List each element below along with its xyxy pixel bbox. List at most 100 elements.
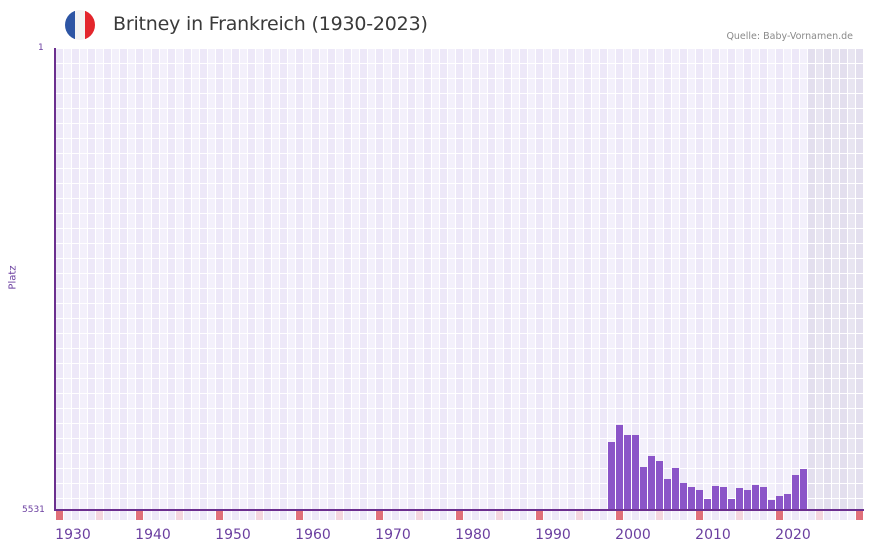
- grid-cell: [608, 349, 615, 363]
- grid-cell: [776, 79, 783, 93]
- grid-cell: [368, 439, 375, 453]
- grid-cell: [408, 439, 415, 453]
- bar-2019[interactable]: [768, 500, 775, 510]
- grid-cell: [272, 109, 279, 123]
- bar-2012[interactable]: [712, 486, 719, 510]
- source-link[interactable]: Quelle: Baby-Vornamen.de: [726, 31, 853, 42]
- bar-1999[interactable]: [608, 441, 615, 510]
- bar-2021[interactable]: [784, 494, 791, 510]
- grid-cell: [200, 454, 207, 468]
- bar-2016[interactable]: [744, 490, 751, 510]
- grid-cell: [152, 439, 159, 453]
- year-cell: [784, 511, 791, 520]
- grid-cell: [200, 499, 207, 513]
- grid-cell: [432, 469, 439, 483]
- grid-cell: [328, 109, 335, 123]
- grid-cell: [232, 109, 239, 123]
- grid-cell: [736, 364, 743, 378]
- bar-2007[interactable]: [672, 468, 679, 510]
- grid-cell: [312, 244, 319, 258]
- grid-cell: [832, 214, 839, 228]
- grid-cell: [688, 334, 695, 348]
- grid-cell: [776, 154, 783, 168]
- bar-2003[interactable]: [640, 467, 647, 510]
- grid-cell: [200, 484, 207, 498]
- bar-2017[interactable]: [752, 485, 759, 510]
- grid-cell: [504, 79, 511, 93]
- grid-cell: [200, 259, 207, 273]
- bar-2022[interactable]: [792, 475, 799, 510]
- grid-cell: [344, 469, 351, 483]
- bar-2005[interactable]: [656, 461, 663, 510]
- grid-cell: [512, 424, 519, 438]
- grid-cell: [280, 184, 287, 198]
- grid-cell: [552, 229, 559, 243]
- grid-cell: [456, 199, 463, 213]
- grid-cell: [824, 364, 831, 378]
- grid-cell: [64, 364, 71, 378]
- grid-cell: [736, 394, 743, 408]
- bar-2023[interactable]: [800, 469, 807, 510]
- grid-cell: [104, 79, 111, 93]
- grid-cell: [800, 349, 807, 363]
- bar-2011[interactable]: [704, 499, 711, 510]
- grid-cell: [72, 409, 79, 423]
- grid-cell: [200, 304, 207, 318]
- bar-2013[interactable]: [720, 487, 727, 510]
- grid-cell: [112, 424, 119, 438]
- grid-cell: [720, 304, 727, 318]
- bar-2020[interactable]: [776, 496, 783, 510]
- grid-cell: [648, 274, 655, 288]
- grid-cell: [472, 244, 479, 258]
- grid-cell: [304, 349, 311, 363]
- grid-cell: [424, 214, 431, 228]
- bar-2010[interactable]: [696, 490, 703, 510]
- grid-cell: [72, 94, 79, 108]
- grid-cell: [536, 454, 543, 468]
- bar-2009[interactable]: [688, 487, 695, 510]
- grid-cell: [168, 499, 175, 513]
- grid-cell: [824, 214, 831, 228]
- grid-cell: [72, 259, 79, 273]
- grid-cell: [472, 334, 479, 348]
- bar-2015[interactable]: [736, 488, 743, 510]
- grid-cell: [840, 169, 847, 183]
- bar-2006[interactable]: [664, 479, 671, 510]
- grid-cell: [416, 124, 423, 138]
- grid-cell: [736, 439, 743, 453]
- grid-cell: [832, 229, 839, 243]
- bar-2000[interactable]: [616, 425, 623, 510]
- bar-2014[interactable]: [728, 499, 735, 510]
- grid-cell: [224, 79, 231, 93]
- grid-cell: [624, 169, 631, 183]
- grid-cell: [472, 289, 479, 303]
- grid-cell: [744, 424, 751, 438]
- grid-cell: [584, 154, 591, 168]
- grid-column: [136, 48, 143, 513]
- grid-cell: [544, 379, 551, 393]
- grid-cell: [248, 364, 255, 378]
- grid-cell: [400, 409, 407, 423]
- grid-cell: [680, 214, 687, 228]
- bar-2001[interactable]: [624, 435, 631, 510]
- grid-cell: [312, 304, 319, 318]
- grid-cell: [264, 184, 271, 198]
- bar-2008[interactable]: [680, 483, 687, 510]
- grid-cell: [560, 94, 567, 108]
- grid-cell: [176, 454, 183, 468]
- grid-cell: [720, 454, 727, 468]
- grid-cell: [168, 169, 175, 183]
- bar-2004[interactable]: [648, 456, 655, 510]
- grid-cell: [320, 79, 327, 93]
- grid-cell: [720, 394, 727, 408]
- grid-cell: [432, 139, 439, 153]
- grid-cell: [768, 334, 775, 348]
- bar-2002[interactable]: [632, 435, 639, 510]
- grid-cell: [312, 364, 319, 378]
- grid-cell: [400, 304, 407, 318]
- grid-cell: [544, 304, 551, 318]
- grid-cell: [504, 484, 511, 498]
- grid-cell: [216, 274, 223, 288]
- grid-cell: [608, 124, 615, 138]
- bar-2018[interactable]: [760, 487, 767, 510]
